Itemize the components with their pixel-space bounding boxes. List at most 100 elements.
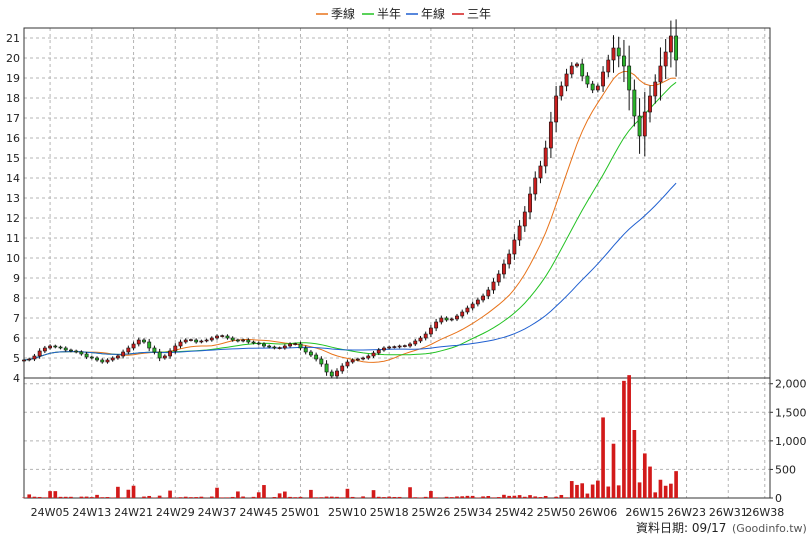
candle-body [549,122,552,148]
candle-body [184,340,187,342]
time-tick-label: 24W21 [114,506,153,519]
price-tick-label: 5 [13,352,20,365]
price-tick-label: 15 [6,152,20,165]
volume-bar [596,481,600,498]
time-tick-label: 24W05 [31,506,70,519]
volume-bar [382,497,386,498]
candle-body [461,312,464,316]
candle-body [669,36,672,52]
volume-bar [215,488,219,498]
volume-bar [518,495,522,498]
volume-bar [387,497,391,498]
candle-body [382,348,385,350]
volume-bar [314,497,318,498]
svg-text:半年: 半年 [377,7,401,21]
volume-bar [85,497,89,498]
candle-body [612,48,615,60]
volume-bar [497,497,501,498]
candle-body [241,340,244,341]
price-tick-label: 17 [6,112,20,125]
volume-bar [53,491,57,498]
volume-tick-label: 1,000 [775,435,807,448]
candle-body [64,348,67,350]
data-date-label: 資料日期: 09/17 [636,521,726,535]
volume-bar [351,497,355,498]
candle-body [570,66,573,74]
volume-bar [226,497,230,498]
candle-body [408,344,411,346]
volume-bar [591,485,595,498]
volume-bar [606,487,610,498]
volume-bar [601,417,605,498]
candle-body [153,348,156,352]
candle-body [288,344,291,346]
candle-body [361,358,364,359]
candle-body [315,355,318,359]
volume-bar [194,497,198,498]
volume-bar [236,491,240,498]
candle-body [142,340,145,342]
time-tick-label: 26W31 [709,506,748,519]
volume-bar [257,492,261,498]
time-tick-label: 25W18 [370,506,409,519]
volume-bar [95,495,99,498]
candle-body [643,112,646,136]
candle-body [481,296,484,300]
candle-body [268,346,271,347]
price-tick-label: 21 [6,32,20,45]
candle-body [513,240,516,254]
volume-bar [142,497,146,498]
candle-body [132,344,135,348]
volume-bar [424,497,428,498]
volume-bar [252,497,256,498]
candle-body [210,338,213,340]
volume-tick-label: 2,000 [775,378,807,391]
candle-body [148,342,151,348]
volume-bar [158,496,162,498]
volume-bar [627,375,631,498]
volume-bar [231,497,235,498]
price-tick-label: 12 [6,212,20,225]
volume-bar [179,497,183,498]
candle-body [48,346,51,348]
volume-bar [429,491,433,498]
svg-text:季線: 季線 [331,6,355,21]
volume-bar [33,497,37,498]
volume-bar [659,480,663,498]
candle-body [628,66,631,90]
volume-bar [121,497,125,498]
volume-bar [513,496,517,498]
candle-body [85,354,88,357]
time-tick-label: 24W29 [156,506,195,519]
candle-body [299,344,302,348]
volume-bar [288,497,292,498]
candle-body [325,364,328,372]
volume-bar [544,496,548,498]
volume-bar [184,497,188,498]
candle-body [607,60,610,72]
volume-tick-label: 500 [775,463,796,476]
volume-bar [43,497,47,498]
volume-bar [346,489,350,498]
candle-body [236,340,239,341]
price-tick-label: 7 [13,312,20,325]
candle-body [90,357,93,358]
candle-body [648,96,651,112]
candle-body [304,348,307,352]
candle-body [664,52,667,66]
volume-bar [80,497,84,498]
candle-body [69,350,72,351]
price-tick-label: 6 [13,332,20,345]
candle-body [257,343,260,344]
volume-bar [648,467,652,498]
candle-body [95,358,98,360]
candle-body [654,82,657,96]
volume-bar [450,497,454,498]
volume-bar [283,492,287,498]
candle-body [215,336,218,338]
candle-body [356,359,359,360]
candle-body [54,346,57,347]
time-tick-label: 25W50 [537,506,576,519]
